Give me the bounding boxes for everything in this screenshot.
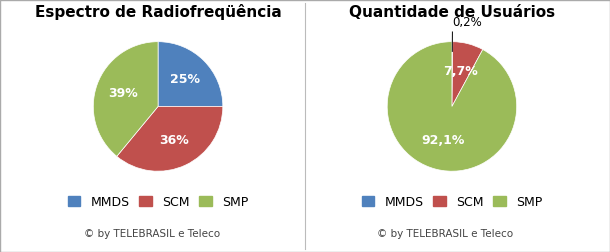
Title: Quantidade de Usuários: Quantidade de Usuários <box>349 5 555 20</box>
Text: 0,2%: 0,2% <box>453 16 483 29</box>
Text: 39%: 39% <box>108 87 138 100</box>
Wedge shape <box>117 106 223 171</box>
Text: 36%: 36% <box>159 134 189 147</box>
Wedge shape <box>452 42 483 106</box>
Title: Espectro de Radiofreqüência: Espectro de Radiofreqüência <box>35 4 281 20</box>
Text: 7,7%: 7,7% <box>443 66 478 78</box>
Text: © by TELEBRASIL e Teleco: © by TELEBRASIL e Teleco <box>84 230 220 239</box>
Wedge shape <box>452 42 453 106</box>
Wedge shape <box>93 42 158 156</box>
Legend: MMDS, SCM, SMP: MMDS, SCM, SMP <box>63 191 253 213</box>
Text: 25%: 25% <box>170 73 199 86</box>
Legend: MMDS, SCM, SMP: MMDS, SCM, SMP <box>357 191 547 213</box>
Wedge shape <box>387 42 517 171</box>
Text: © by TELEBRASIL e Teleco: © by TELEBRASIL e Teleco <box>378 230 514 239</box>
Wedge shape <box>158 42 223 106</box>
Text: 92,1%: 92,1% <box>422 135 465 147</box>
